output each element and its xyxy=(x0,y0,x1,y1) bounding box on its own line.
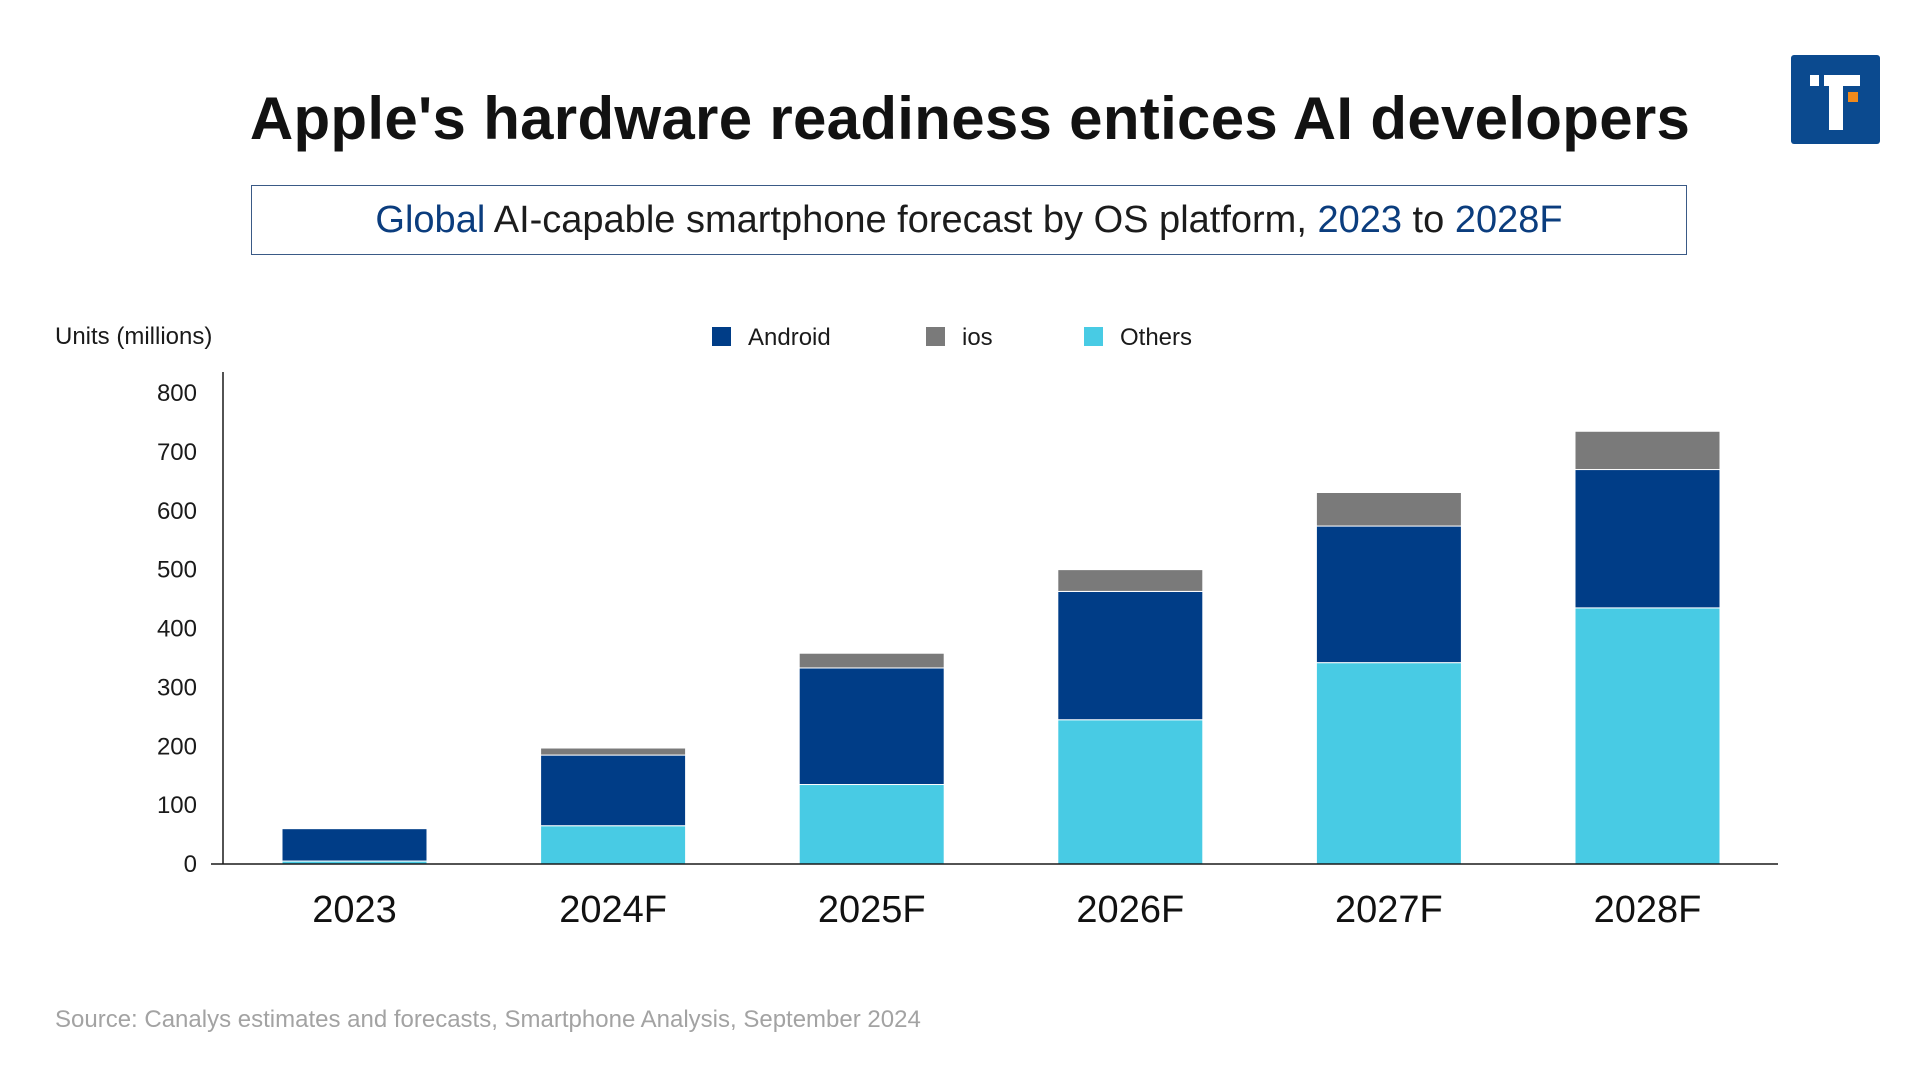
y-tick-label: 0 xyxy=(184,851,197,878)
legend-swatch-ios xyxy=(926,327,945,346)
subtitle-start-year: 2023 xyxy=(1317,198,1402,241)
bar-ios-2027f xyxy=(1315,491,1462,527)
x-tick-label: 2028F xyxy=(1594,889,1702,931)
legend-swatch-android xyxy=(712,327,731,346)
bar-android-2027f xyxy=(1315,525,1462,664)
y-tick-label: 600 xyxy=(157,498,197,525)
bar-android-2025f xyxy=(798,667,945,786)
bar-others-2026f xyxy=(1057,719,1204,865)
subtitle-text: AI-capable smartphone forecast by OS pla… xyxy=(485,198,1318,241)
bar-ios-2024f xyxy=(540,747,687,756)
subtitle-end-year: 2028F xyxy=(1454,198,1563,241)
y-tick-label: 300 xyxy=(157,674,197,701)
stacked-bar-chart: Android ios Others Units (millions) 0 100 20… xyxy=(55,323,1778,931)
y-axis-title: Units (millions) xyxy=(55,323,212,350)
bar-others-2027f xyxy=(1315,662,1462,865)
t-letter-logo-icon xyxy=(1791,55,1880,144)
chart-subtitle: Global AI-capable smartphone forecast by… xyxy=(251,185,1687,255)
x-tick-label: 2024F xyxy=(559,889,667,931)
bar-ios-2026f xyxy=(1057,569,1204,592)
legend-label-android: Android xyxy=(748,324,831,351)
x-tick-label: 2025F xyxy=(818,889,926,931)
subtitle-global: Global xyxy=(375,198,486,241)
y-tick-label: 400 xyxy=(157,616,197,643)
bar-android-2026f xyxy=(1057,590,1204,721)
y-tick-label: 800 xyxy=(157,380,197,407)
x-tick-label: 2026F xyxy=(1076,889,1184,931)
page-title: Apple's hardware readiness entices AI de… xyxy=(249,85,1691,152)
x-tick-label: 2023 xyxy=(312,889,397,931)
y-tick-label: 100 xyxy=(157,792,197,819)
legend-label-ios: ios xyxy=(962,324,993,351)
legend-label-others: Others xyxy=(1120,324,1192,351)
legend-swatch-others xyxy=(1084,327,1103,346)
y-tick-label: 200 xyxy=(157,733,197,760)
y-tick-label: 700 xyxy=(157,439,197,466)
x-tick-label: 2027F xyxy=(1335,889,1443,931)
bar-others-2024f xyxy=(540,825,687,865)
logo-glyph xyxy=(1810,75,1860,130)
x-axis-ticks: 2023 2024F 2025F 2026F 2027F 2028F xyxy=(312,889,1701,931)
bar-android-2024f xyxy=(540,754,687,827)
chart-legend: Android ios Others xyxy=(712,324,1192,351)
bar-android-2023 xyxy=(281,828,428,862)
y-axis-ticks: 0 100 200 300 400 500 600 700 800 xyxy=(157,380,197,878)
bars xyxy=(281,430,1721,865)
bar-ios-2028f xyxy=(1574,430,1721,471)
source-note: Source: Canalys estimates and forecasts,… xyxy=(55,1006,921,1033)
bar-others-2028f xyxy=(1574,607,1721,865)
bar-ios-2025f xyxy=(798,652,945,669)
bar-others-2025f xyxy=(798,784,945,865)
subtitle-to: to xyxy=(1402,198,1455,241)
bar-android-2028f xyxy=(1574,469,1721,609)
y-tick-label: 500 xyxy=(157,557,197,584)
